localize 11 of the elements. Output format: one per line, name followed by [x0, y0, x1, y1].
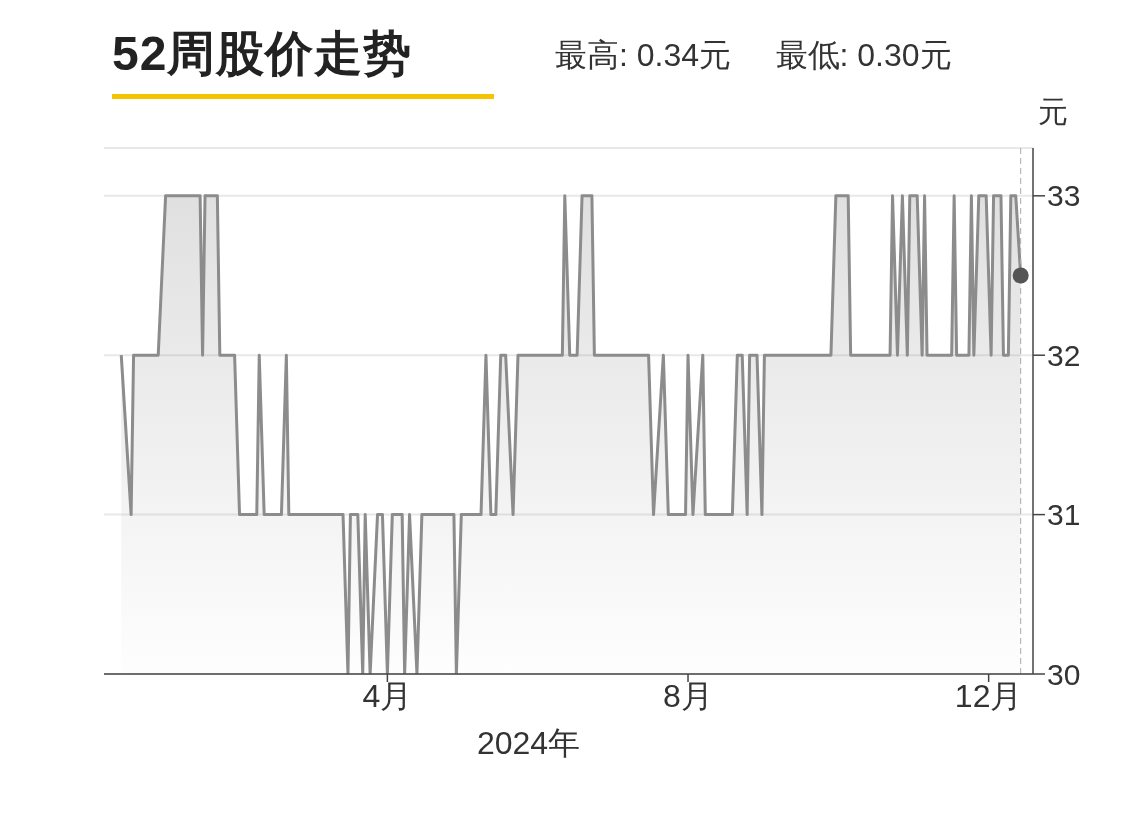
x-axis-title: 2024年 [476, 725, 581, 761]
chart-title: 52周股价走势 [112, 26, 413, 82]
x-tick-label: 4月 [362, 677, 413, 714]
y-tick-label: 32 [1047, 338, 1081, 372]
y-tick-label: 33 [1047, 179, 1081, 213]
y-tick-label: 30 [1047, 657, 1081, 691]
y-axis-title: 元 [1038, 94, 1068, 130]
y-tick-label: 31 [1047, 498, 1081, 532]
x-tick-label: 12月 [954, 677, 1023, 714]
x-tick-label: 8月 [663, 677, 713, 714]
chart-subtitle: 最高: 0.34元 最低: 0.30元 [555, 36, 952, 75]
